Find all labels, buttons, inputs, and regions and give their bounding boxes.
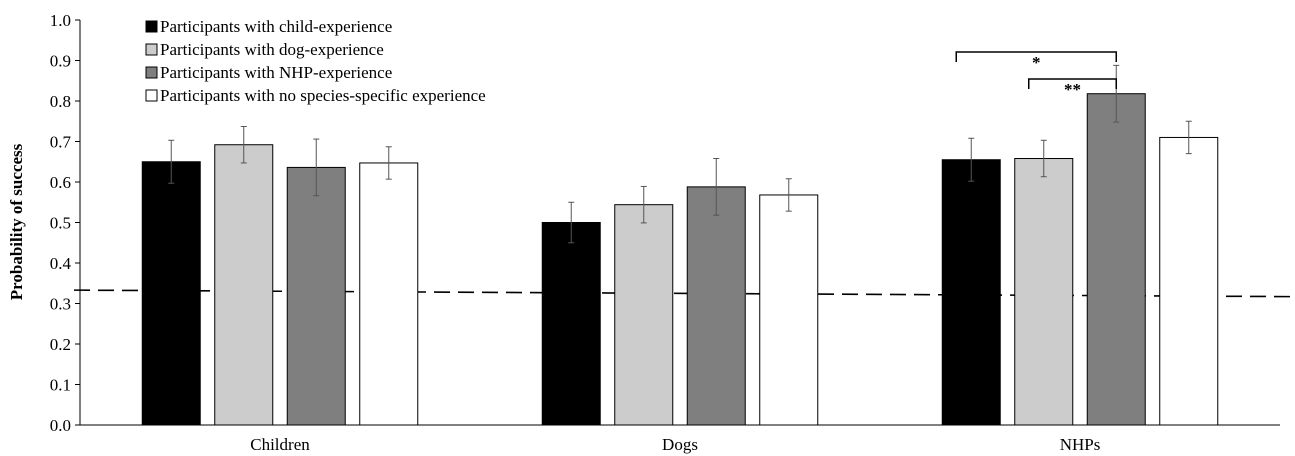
x-axis: Children Dogs NHPs bbox=[80, 424, 1280, 454]
y-tick-label: 0.3 bbox=[50, 295, 71, 314]
y-tick-label: 0.2 bbox=[50, 335, 71, 354]
y-axis: 0.0 0.1 0.2 0.3 0.4 0.5 0.6 0.7 0.8 0.9 1.0 bbox=[50, 11, 81, 435]
bar bbox=[686, 186, 746, 426]
bar bbox=[141, 161, 201, 426]
legend-swatch bbox=[145, 89, 158, 102]
bar bbox=[286, 166, 346, 426]
y-tick-label: 0.6 bbox=[50, 173, 71, 192]
significance-brackets: *** bbox=[955, 51, 1117, 99]
significance-bracket bbox=[1028, 78, 1117, 89]
bar bbox=[541, 222, 601, 426]
legend-label: Participants with NHP-experience bbox=[160, 63, 392, 82]
legend-label: Participants with dog-experience bbox=[160, 40, 384, 59]
legend-swatch bbox=[145, 66, 158, 79]
bar bbox=[1159, 136, 1219, 426]
legend-label: Participants with no species-specific ex… bbox=[160, 86, 486, 105]
bar bbox=[1014, 158, 1074, 426]
x-category-label: NHPs bbox=[1060, 435, 1101, 454]
bar bbox=[759, 194, 819, 426]
bar bbox=[214, 144, 274, 426]
y-tick-label: 0.5 bbox=[50, 214, 71, 233]
y-tick-label: 1.0 bbox=[50, 11, 71, 30]
x-category-label: Dogs bbox=[662, 435, 698, 454]
legend: Participants with child-experience Partic… bbox=[145, 17, 486, 105]
bar bbox=[359, 162, 419, 426]
legend-swatch bbox=[145, 43, 158, 56]
bar bbox=[1086, 93, 1146, 426]
y-tick-label: 0.0 bbox=[50, 416, 71, 435]
y-axis-label: Probability of success bbox=[7, 143, 26, 300]
bar bbox=[941, 159, 1001, 426]
error-bars bbox=[168, 64, 1192, 244]
y-tick-label: 0.1 bbox=[50, 376, 71, 395]
x-category-label: Children bbox=[250, 435, 310, 454]
significance-label: * bbox=[1032, 53, 1041, 72]
y-tick-label: 0.8 bbox=[50, 92, 71, 111]
significance-bracket bbox=[955, 51, 1117, 62]
bars bbox=[141, 93, 1219, 426]
legend-label: Participants with child-experience bbox=[160, 17, 392, 36]
y-tick-label: 0.7 bbox=[50, 133, 72, 152]
legend-swatch bbox=[145, 20, 158, 33]
bar bbox=[614, 204, 674, 426]
y-tick-label: 0.4 bbox=[50, 254, 72, 273]
significance-label: ** bbox=[1064, 80, 1081, 99]
y-tick-label: 0.9 bbox=[50, 52, 71, 71]
